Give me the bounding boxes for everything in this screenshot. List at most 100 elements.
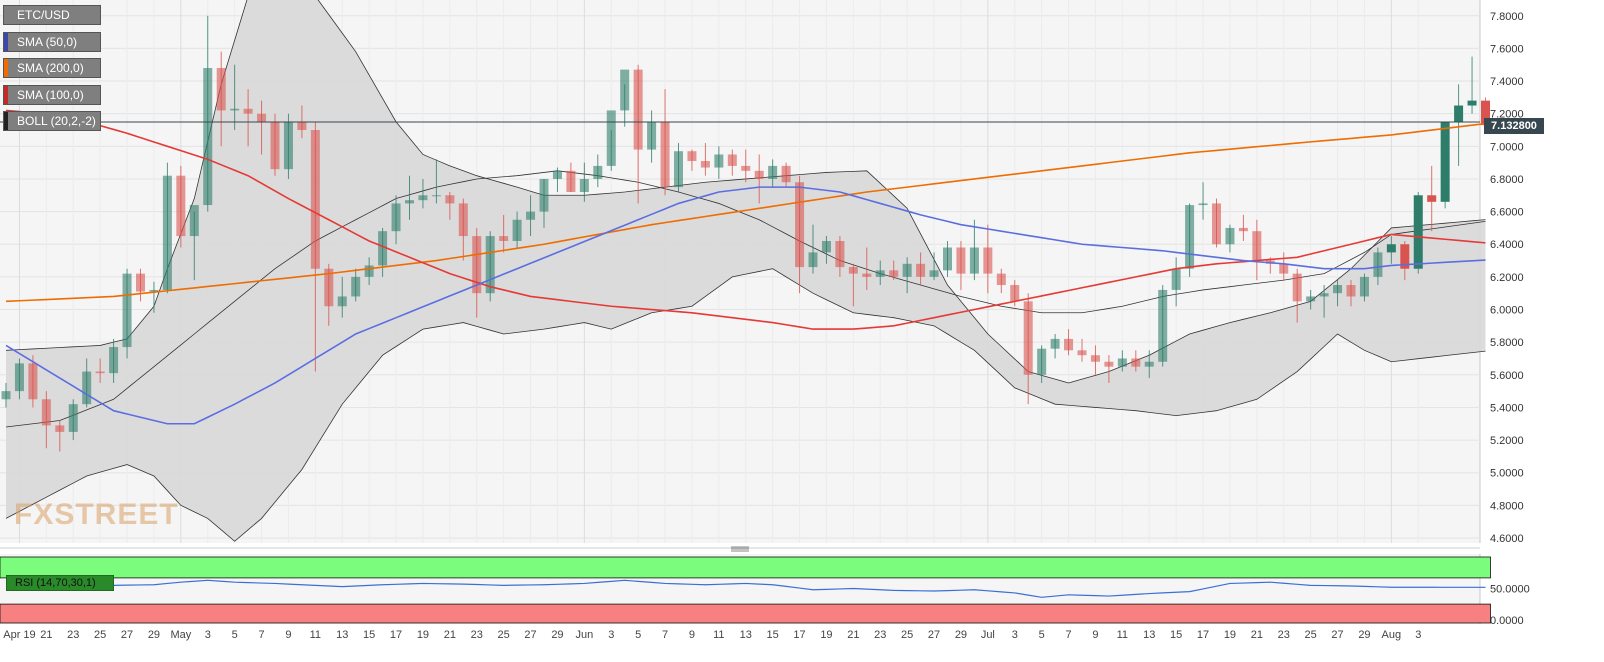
- candle: [405, 175, 414, 220]
- candle: [566, 162, 576, 193]
- candle: [1333, 280, 1343, 307]
- candle-body: [1319, 293, 1329, 297]
- candle: [700, 143, 710, 176]
- candle-body: [983, 247, 993, 274]
- candle-body: [674, 151, 683, 188]
- candle: [875, 260, 885, 286]
- candle-body: [136, 273, 145, 292]
- legend-sma200[interactable]: SMA (200,0): [3, 58, 101, 78]
- pane-resize-handle[interactable]: [731, 546, 749, 552]
- y-tick-label: 5.6000: [1490, 370, 1524, 382]
- candle: [1050, 334, 1060, 359]
- x-tick-label: 21: [847, 629, 859, 641]
- x-tick-label: 7: [258, 629, 264, 641]
- legend-sma50-label: SMA (50,0): [17, 35, 78, 49]
- legend-boll[interactable]: BOLL (20,2,-2): [3, 111, 101, 131]
- candle-body: [660, 121, 670, 188]
- candle-body: [1064, 338, 1074, 351]
- sma200-color-swatch: [4, 59, 8, 77]
- candle: [55, 420, 65, 452]
- fxstreet-watermark: FXSTREET: [14, 498, 179, 531]
- last-price-tag: 7.132800: [1484, 118, 1544, 134]
- x-tick-label: 3: [608, 629, 614, 641]
- x-tick-label: 27: [1331, 629, 1343, 641]
- candle: [445, 192, 455, 220]
- candle-body: [1104, 361, 1114, 367]
- candle: [1454, 84, 1464, 166]
- candle-body: [552, 170, 562, 179]
- candle: [579, 162, 589, 202]
- x-tick-label: Aug: [1382, 629, 1402, 641]
- candle: [230, 64, 240, 130]
- candle-body: [203, 67, 213, 206]
- candle-body: [1252, 231, 1262, 261]
- candle: [512, 211, 522, 248]
- candle-body: [1171, 268, 1181, 290]
- candle: [203, 15, 213, 212]
- x-tick-label: 19: [417, 629, 429, 641]
- x-tick-label: 11: [1117, 629, 1128, 641]
- y-tick-label: 5.0000: [1490, 468, 1524, 480]
- candle: [176, 165, 186, 248]
- candle: [351, 268, 361, 302]
- candle-body: [1185, 205, 1195, 269]
- candle-body: [1010, 285, 1020, 302]
- candle: [1306, 289, 1316, 310]
- x-axis-labels: Apr 19 21 23 25 27 29 May 3 5 7 9 11 13 15 17 19 21 23 25 2…: [3, 629, 1421, 641]
- x-tick-label: 15: [1170, 629, 1182, 641]
- candle: [848, 263, 858, 307]
- x-tick-label: Jul: [981, 629, 995, 641]
- x-tick-label: 17: [1197, 629, 1209, 641]
- candle: [1359, 273, 1369, 302]
- candle-body: [189, 205, 199, 237]
- candle: [1238, 214, 1248, 241]
- candle: [1144, 350, 1154, 379]
- candle-body: [176, 175, 186, 237]
- candle-body: [606, 110, 616, 166]
- candle: [727, 149, 737, 176]
- candle-body: [1238, 227, 1248, 232]
- candle-body: [848, 267, 858, 274]
- candle-body: [821, 240, 831, 253]
- x-tick-label: 25: [1305, 629, 1317, 641]
- legend-sma100[interactable]: SMA (100,0): [3, 85, 101, 105]
- legend-rsi[interactable]: RSI (14,70,30,1): [6, 575, 114, 591]
- candle: [364, 257, 374, 286]
- x-tick-label: 13: [1143, 629, 1155, 641]
- candle: [337, 276, 347, 318]
- x-tick-label: 11: [713, 629, 724, 641]
- candle-body: [687, 151, 697, 162]
- candle: [1467, 56, 1477, 114]
- candle: [458, 198, 468, 261]
- candle-body: [1144, 361, 1154, 367]
- candle-body: [714, 154, 724, 168]
- x-tick-label: 15: [767, 629, 779, 641]
- candle: [216, 51, 226, 147]
- candle: [1064, 329, 1074, 356]
- x-tick-label: 27: [928, 629, 940, 641]
- legend-symbol[interactable]: ETC/USD: [3, 5, 101, 25]
- candle-body: [28, 363, 38, 400]
- candle: [808, 224, 818, 274]
- candle-body: [82, 371, 92, 405]
- bollinger-fill: [6, 0, 1486, 542]
- y-tick-label: 6.6000: [1490, 207, 1524, 219]
- candle: [82, 358, 92, 408]
- candle: [1319, 285, 1329, 318]
- x-tick-label: 29: [148, 629, 160, 641]
- candle: [1373, 247, 1383, 286]
- candle-body: [526, 211, 536, 220]
- candle: [1198, 182, 1208, 220]
- x-tick-label: 25: [901, 629, 913, 641]
- candle: [1104, 355, 1114, 383]
- x-tick-label: 21: [1251, 629, 1263, 641]
- candle-body: [1400, 244, 1410, 269]
- candle: [1400, 240, 1410, 281]
- candle-body: [1306, 296, 1316, 302]
- candle: [14, 358, 24, 400]
- candle: [283, 113, 293, 179]
- candle: [687, 149, 697, 171]
- candle-body: [445, 195, 455, 204]
- legend-sma50[interactable]: SMA (50,0): [3, 32, 101, 52]
